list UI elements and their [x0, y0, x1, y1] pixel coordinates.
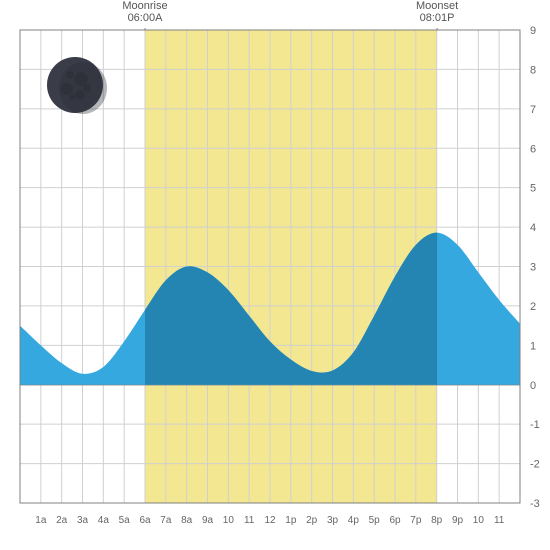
y-tick-label: 0: [530, 380, 536, 392]
x-tick-label: 9p: [452, 515, 464, 526]
y-tick-label: -2: [530, 459, 540, 471]
y-tick-label: 5: [530, 183, 536, 195]
x-tick-label: 7a: [160, 515, 172, 526]
x-tick-label: 8p: [431, 515, 443, 526]
moonrise-text: Moonrise: [105, 0, 185, 12]
x-tick-label: 2a: [56, 515, 68, 526]
x-tick-label: 8a: [181, 515, 193, 526]
moonrise-time: 06:00A: [105, 12, 185, 24]
y-tick-label: 6: [530, 143, 536, 155]
x-tick-label: 11: [494, 515, 505, 526]
x-tick-label: 5p: [369, 515, 381, 526]
tide-chart: -3-2-101234567891a2a3a4a5a6a7a8a9a101112…: [0, 0, 550, 550]
x-tick-label: 10: [473, 515, 485, 526]
moonrise-label: Moonrise 06:00A: [105, 0, 185, 24]
x-tick-label: 11: [244, 515, 255, 526]
x-tick-label: 1p: [285, 515, 297, 526]
x-tick-label: 2p: [306, 515, 318, 526]
y-tick-label: 8: [530, 64, 536, 76]
x-tick-label: 5a: [119, 515, 131, 526]
x-tick-label: 9a: [202, 515, 214, 526]
y-tick-label: 7: [530, 104, 536, 116]
y-tick-label: -3: [530, 498, 540, 510]
x-tick-label: 1a: [35, 515, 47, 526]
moonset-text: Moonset: [397, 0, 477, 12]
x-tick-label: 6p: [389, 515, 401, 526]
x-tick-label: 10: [223, 515, 235, 526]
moonset-time: 08:01P: [397, 12, 477, 24]
y-tick-label: 2: [530, 301, 536, 313]
x-tick-label: 3a: [77, 515, 89, 526]
y-tick-label: 9: [530, 25, 536, 37]
x-tick-label: 6a: [139, 515, 151, 526]
y-tick-label: 3: [530, 262, 536, 274]
x-tick-label: 7p: [410, 515, 422, 526]
x-tick-label: 4a: [98, 515, 110, 526]
x-tick-label: 3p: [327, 515, 339, 526]
x-tick-label: 12: [264, 515, 276, 526]
moonset-label: Moonset 08:01P: [397, 0, 477, 24]
y-tick-label: 4: [530, 222, 536, 234]
x-tick-label: 4p: [348, 515, 360, 526]
y-tick-label: -1: [530, 419, 540, 431]
y-tick-label: 1: [530, 340, 536, 352]
